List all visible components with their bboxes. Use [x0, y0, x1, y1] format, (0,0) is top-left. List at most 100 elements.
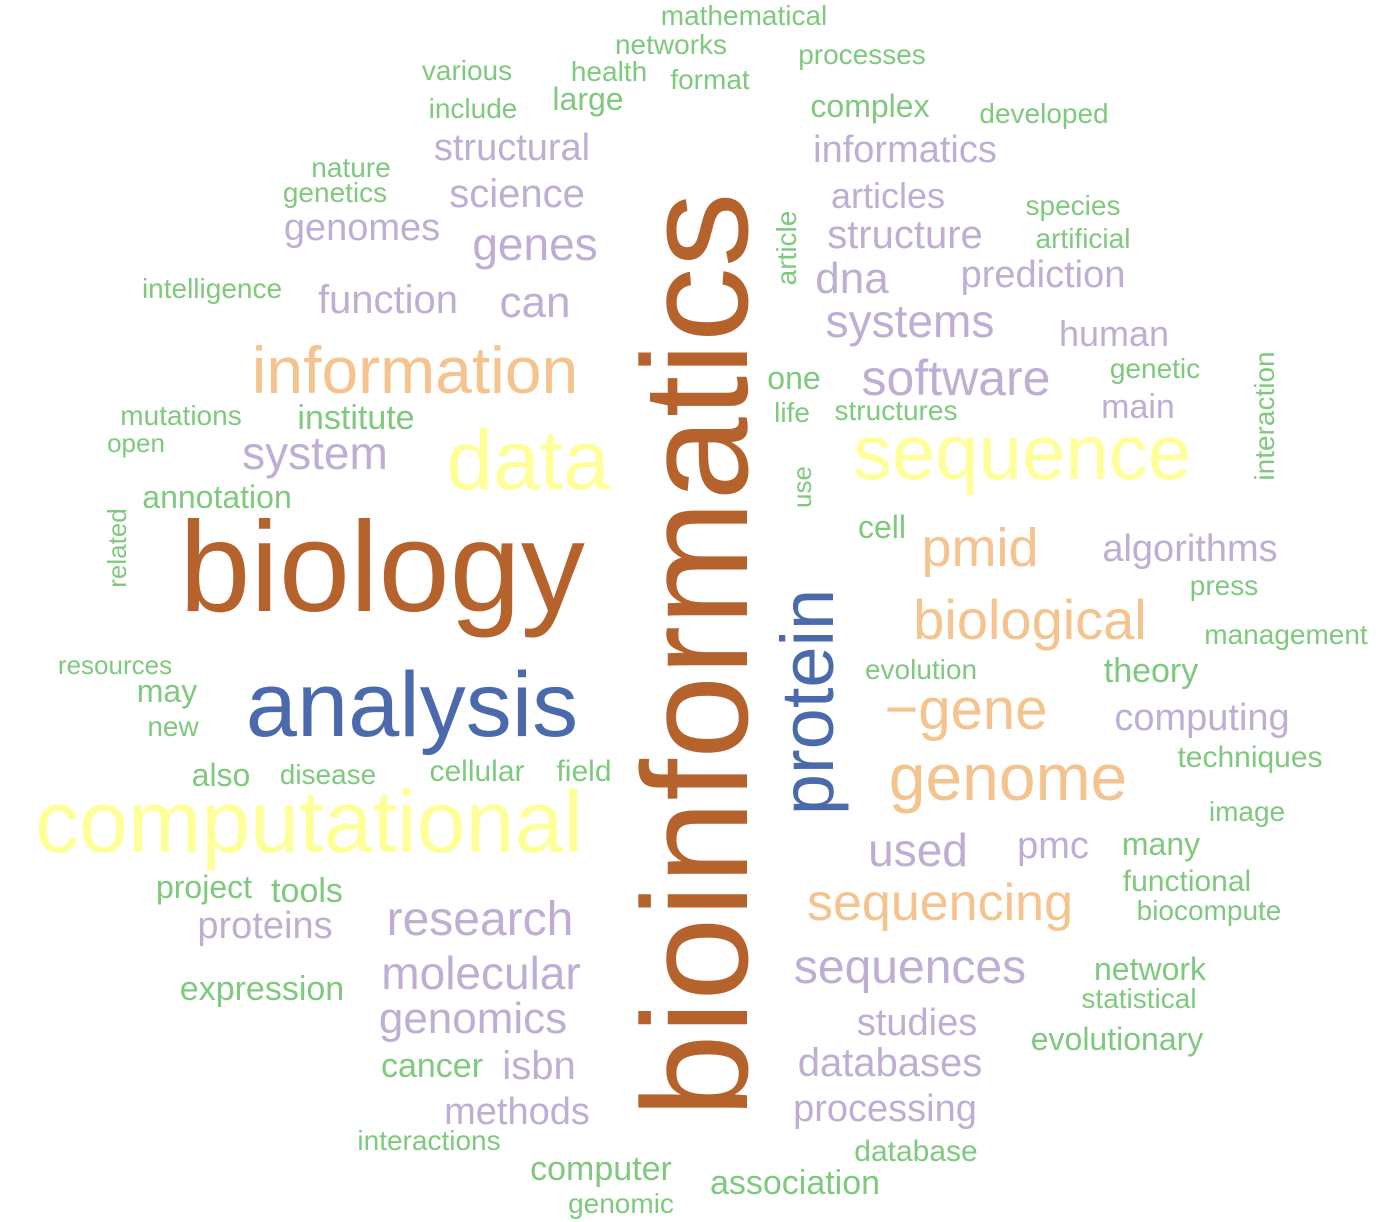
word: mutations: [120, 400, 242, 431]
word: artificial: [1035, 223, 1131, 254]
word: genomes: [283, 207, 441, 249]
word: statistical: [1081, 983, 1197, 1014]
word: cellular: [429, 755, 525, 788]
word: one: [767, 360, 821, 396]
word: network: [1093, 951, 1207, 987]
word: computing: [1114, 697, 1290, 739]
word: management: [1204, 619, 1368, 650]
word: theory: [1103, 652, 1199, 690]
word: software: [861, 350, 1051, 406]
word: database: [854, 1135, 978, 1168]
word: genomics: [378, 994, 568, 1043]
word: computer: [530, 1150, 672, 1188]
word: include: [428, 93, 518, 124]
word: also: [191, 757, 251, 793]
word: algorithms: [1102, 528, 1278, 570]
word: cell: [857, 509, 907, 545]
word: interaction: [1249, 351, 1280, 481]
word: systems: [825, 295, 995, 347]
word: field: [556, 755, 612, 788]
word: biological: [913, 588, 1147, 651]
word: related: [102, 508, 132, 588]
word: data: [446, 413, 610, 507]
word: articles: [830, 175, 946, 216]
word: genes: [472, 218, 598, 270]
word: new: [147, 711, 199, 742]
word: press: [1189, 570, 1259, 601]
word: molecular: [381, 947, 581, 999]
word: research: [386, 893, 574, 946]
word: use: [787, 466, 817, 508]
word: image: [1208, 796, 1286, 827]
word: open: [107, 428, 165, 458]
word: structural: [433, 127, 591, 169]
word: analysis: [245, 654, 579, 756]
word: nature: [311, 152, 391, 183]
word: biology: [179, 496, 585, 639]
word: resources: [57, 650, 173, 680]
word: processes: [798, 39, 926, 70]
word: various: [421, 55, 513, 86]
word: networks: [614, 29, 728, 60]
word: structures: [834, 395, 958, 426]
word: mathematical: [660, 0, 828, 31]
word: function: [317, 278, 459, 322]
word: system: [242, 427, 388, 479]
word: institute: [297, 399, 415, 437]
word: proteins: [197, 905, 333, 947]
word: cancer: [380, 1047, 484, 1085]
word: evolution: [864, 654, 978, 685]
word: evolutionary: [1030, 1021, 1204, 1057]
word: science: [449, 172, 585, 216]
word: processing: [793, 1088, 977, 1130]
word: species: [1025, 190, 1121, 221]
word: sequences: [793, 941, 1027, 994]
word: techniques: [1177, 741, 1323, 774]
word: genetics: [282, 177, 388, 208]
word: isbn: [502, 1044, 576, 1088]
word: complex: [810, 88, 930, 124]
word: prediction: [960, 254, 1126, 296]
word: protein: [766, 588, 849, 816]
word: annotation: [142, 479, 292, 515]
word: informatics: [813, 129, 997, 171]
word: structure: [827, 213, 983, 257]
word: disease: [279, 759, 377, 790]
word: tools: [271, 872, 343, 910]
word: functional: [1122, 865, 1252, 898]
word: intelligence: [141, 273, 283, 304]
word: project: [155, 869, 253, 905]
word: biocompute: [1136, 895, 1282, 926]
word: human: [1058, 313, 1170, 354]
word: used: [868, 824, 968, 876]
word: interactions: [357, 1125, 501, 1156]
word: developed: [979, 98, 1109, 129]
word: methods: [444, 1091, 590, 1133]
word: pmc: [1017, 825, 1089, 867]
word: format: [670, 64, 750, 95]
word: sequencing: [807, 874, 1073, 932]
word: large: [552, 81, 624, 117]
word: genetic: [1109, 353, 1201, 384]
word: may: [136, 673, 198, 709]
word: association: [709, 1164, 881, 1202]
word: expression: [179, 970, 345, 1008]
word: information: [251, 333, 579, 407]
word: genomic: [568, 1188, 674, 1219]
word: computational: [35, 772, 583, 871]
word: life: [774, 397, 810, 428]
word: health: [570, 56, 648, 87]
word: dna: [815, 254, 889, 303]
word: many: [1121, 826, 1201, 862]
word: main: [1101, 388, 1175, 426]
word: −gene: [884, 677, 1048, 742]
word: bioinformatics: [611, 192, 779, 1118]
word: studies: [856, 1002, 978, 1044]
word: article: [771, 210, 802, 286]
word: genome: [888, 740, 1128, 814]
word: can: [499, 278, 571, 327]
word: databases: [797, 1041, 983, 1085]
word: sequence: [852, 408, 1192, 496]
word: pmid: [921, 518, 1039, 578]
